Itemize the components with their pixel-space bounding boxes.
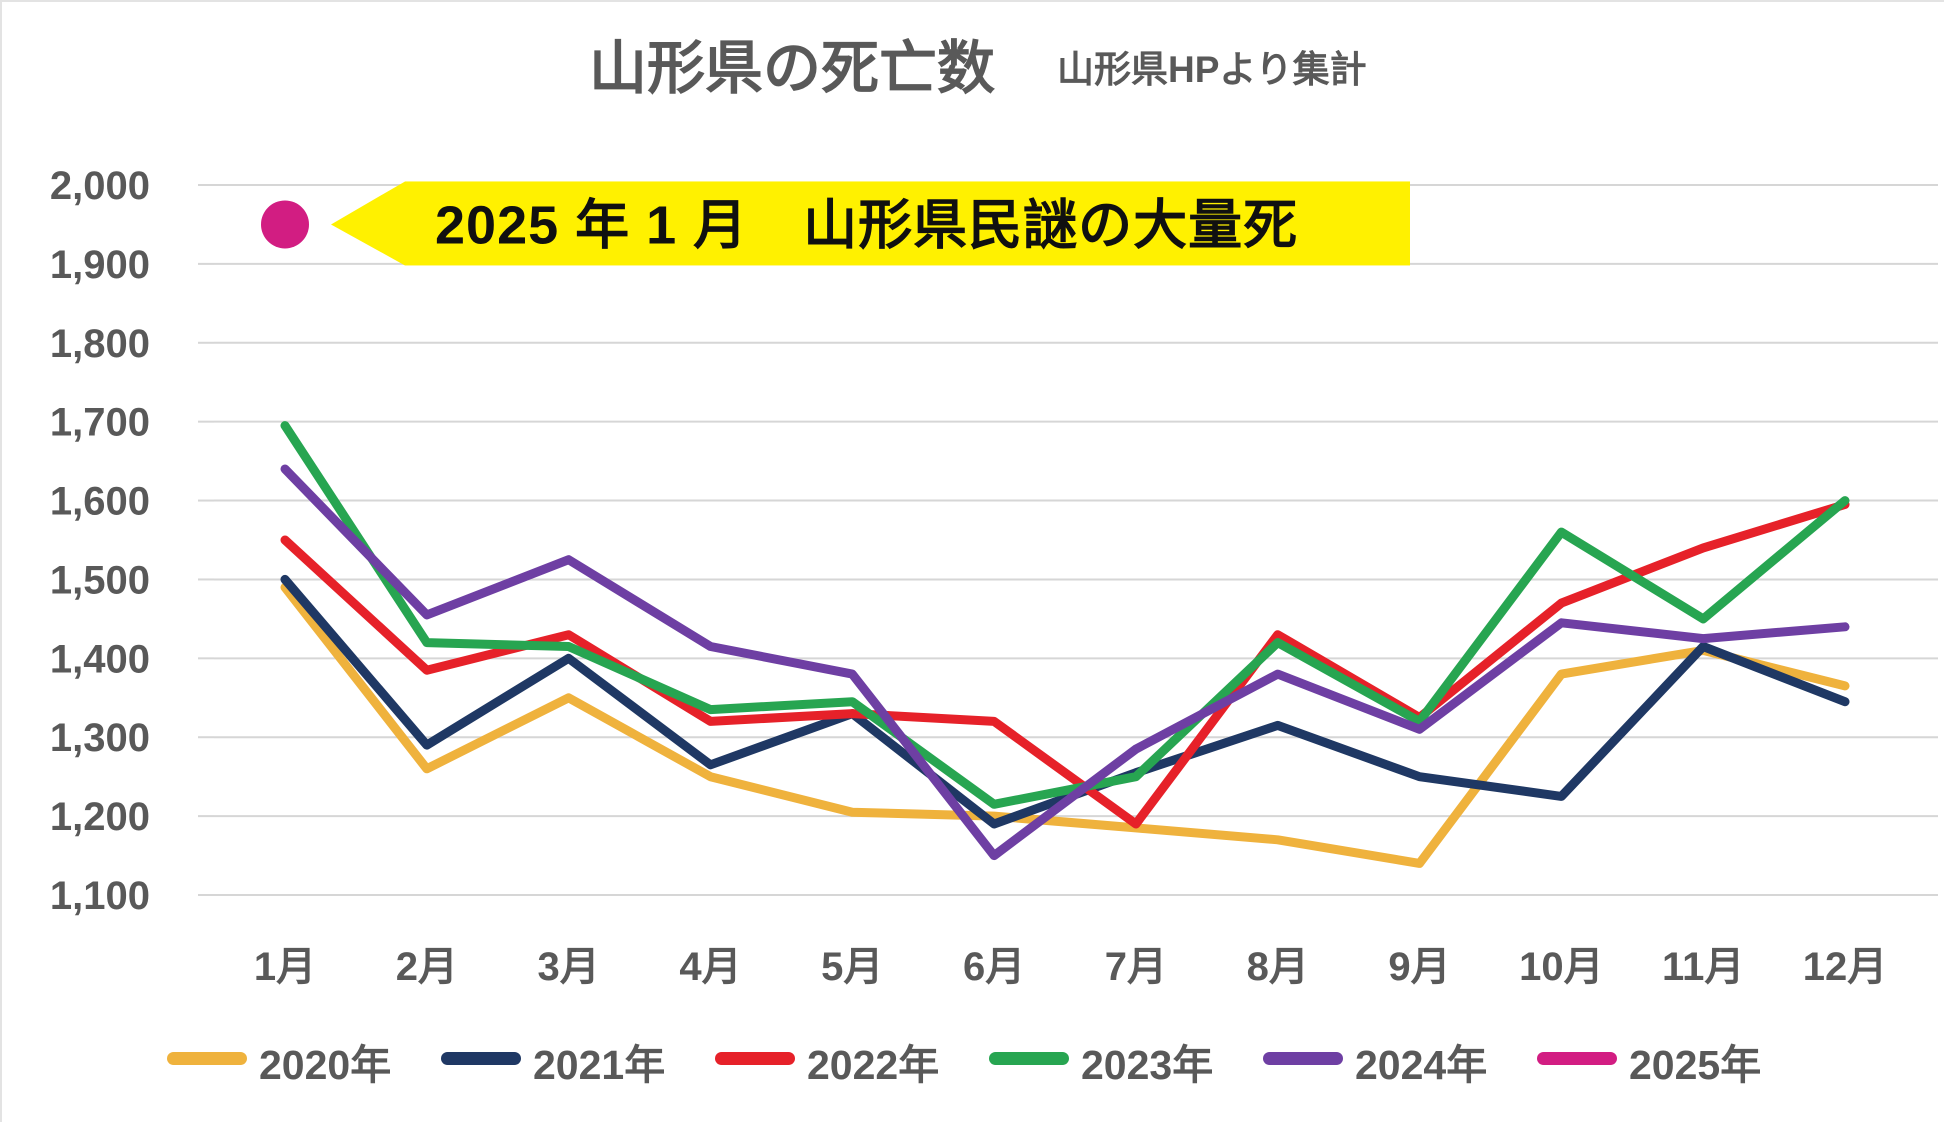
legend-label: 2023年 — [1081, 1042, 1213, 1088]
series-line-2022年 — [280, 500, 1850, 829]
y-axis-label: 2,000 — [50, 164, 150, 208]
legend-label: 2025年 — [1629, 1042, 1761, 1088]
legend-swatch — [167, 1052, 247, 1065]
legend-item: 2024年 — [1263, 1042, 1487, 1088]
x-axis-label: 9月 — [1388, 945, 1450, 989]
x-axis-label: 7月 — [1105, 945, 1167, 989]
annotation-highlight-box — [405, 181, 1410, 266]
x-axis-label: 10月 — [1519, 945, 1604, 989]
series-line-2024年 — [280, 464, 1850, 861]
y-axis-ticks — [198, 184, 214, 896]
legend-item: 2022年 — [715, 1042, 939, 1088]
x-axis-label: 8月 — [1247, 945, 1309, 989]
y-axis-label: 1,800 — [50, 322, 150, 366]
legend-item: 2021年 — [441, 1042, 665, 1088]
series-line-2023年 — [280, 421, 1850, 809]
x-axis-label: 4月 — [679, 945, 741, 989]
y-axis-label: 1,100 — [50, 874, 150, 918]
legend-swatch — [1263, 1052, 1343, 1065]
x-axis-label: 12月 — [1803, 945, 1888, 989]
y-axis-label: 1,900 — [50, 243, 150, 287]
legend-swatch — [989, 1052, 1069, 1065]
legend-swatch — [1537, 1052, 1617, 1065]
legend-label: 2020年 — [259, 1042, 391, 1088]
y-axis-label: 1,700 — [50, 401, 150, 445]
annotation-callout: 2025 年 1 月 山形県民謎の大量死 — [331, 181, 1410, 266]
x-axis-label: 3月 — [538, 945, 600, 989]
chart-title: 山形県の死亡数 — [589, 36, 995, 101]
legend-label: 2022年 — [807, 1042, 939, 1088]
y-axis-label: 1,300 — [50, 716, 150, 760]
x-axis-label: 11月 — [1662, 945, 1744, 989]
series-line-2020年 — [280, 582, 1850, 868]
annotation-arrow-icon — [331, 181, 405, 266]
legend-item: 2023年 — [989, 1042, 1213, 1088]
y-axis-label: 1,600 — [50, 480, 150, 524]
x-axis-label: 2月 — [396, 945, 458, 989]
data-point-marker-2025年 — [261, 200, 309, 249]
series-lines — [261, 200, 1850, 868]
y-axis-label: 1,500 — [50, 558, 150, 602]
legend-item: 2020年 — [167, 1042, 391, 1088]
chart-subtitle: 山形県HPより集計 — [1057, 49, 1367, 90]
y-axis-label: 1,200 — [50, 795, 150, 839]
legend-swatch — [715, 1052, 795, 1065]
y-axis-labels: 1,100 1,200 1,300 1,400 1,500 1,600 1,700 1,800… — [50, 164, 150, 918]
annotation-text: 2025 年 1 月 山形県民謎の大量死 — [435, 195, 1298, 255]
x-axis-labels: 1月 2月 3月 4月 5月 6月 7月 8月 9月 10月 11月 12月 — [254, 945, 1887, 989]
y-axis-label: 1,400 — [50, 637, 150, 681]
x-axis-label: 5月 — [821, 945, 883, 989]
legend-label: 2024年 — [1355, 1042, 1487, 1088]
legend-label: 2021年 — [533, 1042, 665, 1088]
legend: 2020年 2021年 2022年 2023年 2024年 2025年 — [167, 1042, 1761, 1088]
legend-item: 2025年 — [1537, 1042, 1761, 1088]
legend-swatch — [441, 1052, 521, 1065]
x-axis-label: 6月 — [963, 945, 1025, 989]
x-axis-label: 1月 — [254, 945, 316, 989]
